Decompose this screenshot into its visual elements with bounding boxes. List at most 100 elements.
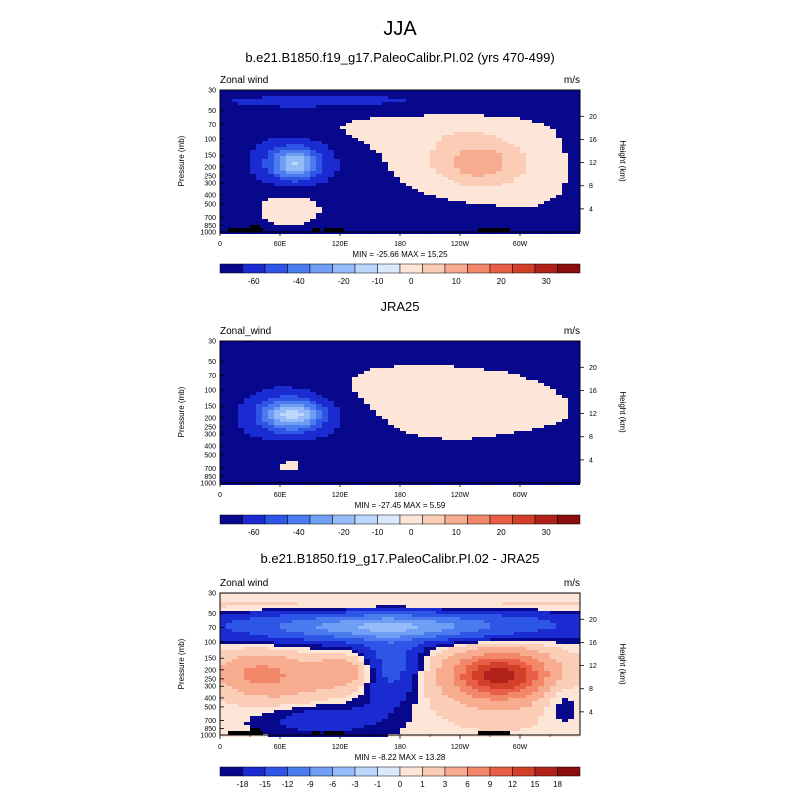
contour-cell [250, 183, 256, 186]
contour-cell [220, 99, 226, 102]
contour-cell [292, 347, 298, 350]
contour-cell [340, 114, 346, 117]
contour-cell [574, 99, 580, 102]
contour-cell [244, 419, 250, 422]
contour-cell [262, 132, 268, 135]
contour-cell [574, 347, 580, 350]
contour-cell [568, 428, 574, 431]
contour-cell [376, 225, 382, 228]
contour-cell [286, 365, 292, 368]
contour-cell [472, 150, 478, 153]
contour-cell [370, 126, 376, 129]
contour-cell [388, 144, 394, 147]
contour-cell [544, 437, 550, 440]
contour-cell [574, 93, 580, 96]
panels: b.e21.B1850.f19_g17.PaleoCalibr.PI.02 (y… [177, 50, 627, 789]
contour-cell [508, 350, 514, 353]
contour-cell [568, 102, 574, 105]
contour-cell [478, 365, 484, 368]
contour-cell [376, 386, 382, 389]
contour-cell [268, 159, 274, 162]
contour-cell [358, 371, 364, 374]
contour-cell [490, 180, 496, 183]
contour-cell [490, 195, 496, 198]
contour-cell [226, 162, 232, 165]
contour-cell [274, 216, 280, 219]
contour-cell [454, 171, 460, 174]
contour-cell [544, 377, 550, 380]
contour-cell [532, 428, 538, 431]
contour-cell [274, 428, 280, 431]
contour-cell [316, 431, 322, 434]
contour-cell [244, 186, 250, 189]
contour-cell [358, 102, 364, 105]
contour-cell [298, 102, 304, 105]
contour-cell [466, 210, 472, 213]
contour-cell [238, 138, 244, 141]
contour-cell [538, 386, 544, 389]
contour-cell [358, 404, 364, 407]
contour-cell [292, 156, 298, 159]
contour-cell [418, 350, 424, 353]
contour-cell [406, 213, 412, 216]
contour-cell [322, 204, 328, 207]
contour-cell [340, 219, 346, 222]
contour-cell [460, 189, 466, 192]
contour-cell [454, 117, 460, 120]
contour-cell [406, 198, 412, 201]
contour-cell [364, 123, 370, 126]
contour-cell [274, 213, 280, 216]
contour-cell [298, 398, 304, 401]
contour-cell [274, 362, 280, 365]
contour-cell [418, 177, 424, 180]
contour-cell [394, 395, 400, 398]
contour-cell [220, 156, 226, 159]
contour-cell [508, 356, 514, 359]
contour-cell [262, 93, 268, 96]
contour-cell [322, 153, 328, 156]
contour-cell [448, 153, 454, 156]
contour-cell [532, 105, 538, 108]
contour-cell [376, 153, 382, 156]
contour-cell [364, 407, 370, 410]
contour-cell [274, 380, 280, 383]
contour-cell [514, 168, 520, 171]
contour-cell [532, 395, 538, 398]
contour-cell [304, 153, 310, 156]
contour-cell [304, 198, 310, 201]
contour-cell [424, 413, 430, 416]
contour-cell [328, 192, 334, 195]
contour-cell [562, 383, 568, 386]
contour-cell [394, 153, 400, 156]
contour-cell [244, 365, 250, 368]
contour-cell [454, 90, 460, 93]
contour-cell [454, 356, 460, 359]
contour-cell [502, 359, 508, 362]
contour-cell [352, 392, 358, 395]
contour-cell [268, 105, 274, 108]
contour-cell [400, 428, 406, 431]
contour-cell [442, 428, 448, 431]
contour-cell [340, 425, 346, 428]
contour-cell [268, 416, 274, 419]
contour-cell [370, 150, 376, 153]
contour-cell [346, 422, 352, 425]
contour-cell [424, 195, 430, 198]
contour-cell [268, 380, 274, 383]
contour-cell [418, 171, 424, 174]
contour-cell [310, 362, 316, 365]
contour-cell [244, 132, 250, 135]
contour-cell [544, 353, 550, 356]
contour-cell [388, 365, 394, 368]
contour-cell [334, 419, 340, 422]
contour-cell [400, 153, 406, 156]
contour-cell [526, 410, 532, 413]
contour-cell [418, 362, 424, 365]
contour-cell [352, 189, 358, 192]
contour-cell [406, 428, 412, 431]
contour-cell [556, 428, 562, 431]
contour-cell [472, 344, 478, 347]
contour-cell [346, 150, 352, 153]
contour-cell [574, 413, 580, 416]
contour-cell [376, 410, 382, 413]
